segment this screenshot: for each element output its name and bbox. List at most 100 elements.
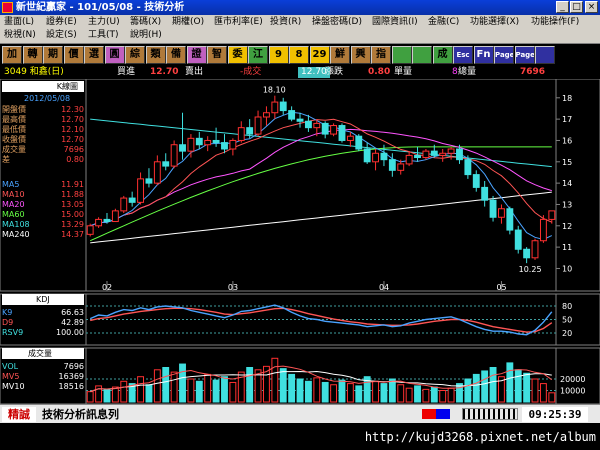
toolbar-button-6[interactable]: 綜 [125,46,145,64]
kd-header: KDJ [2,294,84,305]
toolbar-button-16[interactable]: 鮮 [330,46,350,64]
menu-settings[interactable]: 設定(S) [46,30,77,40]
status-light-red [422,409,436,419]
volume-bar [137,376,144,403]
menu-options[interactable]: 期權(O) [172,17,205,27]
kd-label: K9 [2,308,13,317]
low-annotation: 10.25 [519,265,542,274]
menu-screen[interactable]: 畫面(L) [4,17,35,27]
candle-body [514,229,522,250]
toolbar-button-17[interactable]: 興 [350,46,371,64]
volume-row: MV10 18516 [2,382,84,392]
menu-function-select[interactable]: 功能選擇(X) [470,17,520,27]
volume-bar [304,380,312,403]
toolbar-button-12[interactable]: 江 [248,46,268,64]
menu-securities[interactable]: 證券(E) [46,17,77,27]
toolbar-button-19[interactable] [391,46,412,64]
candle-body [137,178,144,203]
toolbar-button-3[interactable]: 價 [63,46,84,64]
toolbar-button-24[interactable]: Page [494,46,514,64]
candle-body [145,178,153,184]
x-label: 03 [228,283,238,292]
panel-frame-0 [0,78,600,292]
quote-bar: 3049 和鑫(日) 買進 12.70 賣出 -成交 12.70 漲跌 0.80… [0,66,600,79]
toolbar-button-7[interactable]: 類 [145,46,166,64]
candle-body [221,142,228,150]
volume-header: 成交量 [2,348,84,359]
menu-view[interactable]: 稅視(N) [4,30,36,40]
volume-bar [313,377,321,403]
menu-tools[interactable]: 工具(T) [88,30,119,40]
menu-function-ops[interactable]: 功能操作(F) [531,17,580,27]
candle-body [523,248,531,259]
volume-bar [195,380,203,403]
candle-body [95,218,103,227]
info-value: 12.10 [61,125,84,134]
ask-label: 賣出 [185,67,204,77]
mv5-line [90,365,553,393]
toolbar-button-11[interactable]: 委 [227,46,248,64]
toolbar-button-13[interactable]: 9 [268,46,289,64]
ma240-line [90,191,552,244]
toolbar-button-22[interactable]: Esc [453,46,473,64]
menu-help[interactable]: 說明(H) [130,30,162,40]
candle-body [548,210,556,220]
bid-label: 買進 [117,67,136,77]
volume-bar [330,384,338,403]
menu-fx-rates[interactable]: 匯市利率(E) [214,17,263,27]
menu-main-force[interactable]: 主力(U) [88,17,120,27]
volume-bar [506,362,514,403]
menu-chips[interactable]: 籌碼(X) [130,17,162,27]
kd-tick-label: 80 [562,302,572,311]
info-label: 收盤價 [2,135,26,144]
toolbar-button-20[interactable] [412,46,432,64]
kd-d-line [90,307,553,333]
toolbar-button-14[interactable]: 8 [289,46,309,64]
toolbar-button-8[interactable]: 備 [166,46,186,64]
toolbar-button-9[interactable]: 證 [186,46,207,64]
menu-investment[interactable]: 投資(R) [270,17,302,27]
toolbar-button-5[interactable]: 圓 [104,46,125,64]
candle-body [447,148,455,154]
price-tick-label: 13 [562,200,572,209]
toolbar-button-23[interactable]: Fn [473,46,494,64]
maximize-button[interactable]: □ [570,1,583,13]
toolbar-button-25[interactable]: Page [514,46,535,64]
minimize-button[interactable]: _ [556,1,569,13]
volume-bar [514,369,522,403]
info-row: 最高價 12.70 [2,115,84,125]
toolbar-button-10[interactable]: 智 [207,46,227,64]
toolbar-button-26[interactable] [535,46,555,64]
candle-body [397,163,405,171]
menu-finance[interactable]: 金融(C) [428,17,460,27]
toolbar-button-15[interactable]: 29 [309,46,330,64]
volume-tick-label: 20000 [560,375,585,384]
toolbar-button-2[interactable]: 期 [43,46,63,64]
toolbar-button-4[interactable]: 選 [84,46,104,64]
info-value: 12.70 [61,135,84,144]
price-tick-label: 17 [562,115,572,124]
volume-bar [464,378,472,403]
volume-bar [179,363,186,403]
price-tick-label: 18 [562,94,572,103]
menu-international[interactable]: 國際資訊(I) [372,17,418,27]
menu-trading-code[interactable]: 操盤密碼(D) [312,17,362,27]
kd-row: K9 66.63 [2,308,84,318]
toolbar-button-1[interactable]: 轉 [22,46,43,64]
mv10-line [90,370,552,393]
price-tick-label: 12 [562,222,572,231]
kd-value: 42.89 [61,318,84,327]
clock: 09:25:39 [522,407,588,422]
info-panel: K線圖 2012/05/08 開盤價 12.30 最高價 12.70 最低價 12.10 收… [2,81,84,291]
close-button[interactable]: × [585,1,598,13]
chart-area[interactable]: 18 17 16 15 14 13 12 11 10 02 03 04 05 18.10 10.25 80 50… [0,78,600,405]
toolbar-button-21[interactable]: 成 [432,46,453,64]
volume-tick-label: 10000 [560,387,585,396]
toolbar-button-0[interactable]: 加 [2,46,22,64]
info-row: 收盤價 12.70 [2,135,84,145]
toolbar-button-18[interactable]: 指 [371,46,391,64]
volume-bar [153,369,161,403]
info-label: 差 [2,155,10,164]
volume-label: VOL [2,362,19,371]
title-bar: 新世紀贏家 - 101/05/08 - 技術分析 _ □ × [0,0,600,15]
